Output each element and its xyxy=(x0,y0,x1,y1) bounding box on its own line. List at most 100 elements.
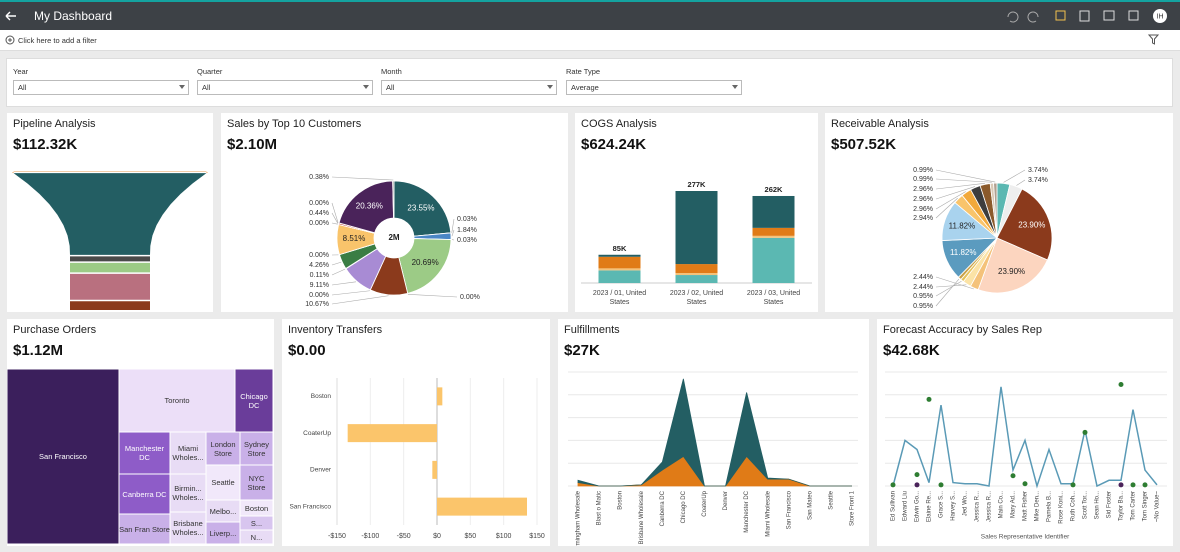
marker xyxy=(1118,382,1124,388)
cell-label: Toronto xyxy=(164,396,190,405)
forecast-card: Ed Sullivan Edward Liu Edwin Go... Elaine R… xyxy=(877,319,1173,546)
marker xyxy=(1070,482,1076,488)
slice-label: 2.96% xyxy=(913,186,933,193)
cell-label: Sydney Store xyxy=(243,439,270,458)
slice-label: 9.11% xyxy=(310,282,329,289)
cell-label: San Fran Store xyxy=(119,524,170,534)
slice-label: 2.44% xyxy=(913,274,933,281)
filter-value: Average xyxy=(571,83,599,92)
slice-label: 0.00% xyxy=(309,292,329,299)
bar-segment xyxy=(598,270,641,283)
x-tick-label: Canberra DC xyxy=(660,490,666,526)
category-label: San Francisco xyxy=(289,503,331,510)
bar-segment xyxy=(675,273,718,276)
x-tick-label: Taylor Ba... xyxy=(1119,491,1125,521)
area xyxy=(577,455,852,487)
leader-line xyxy=(331,295,389,305)
filter-select[interactable]: All xyxy=(13,80,189,95)
funnel-segment xyxy=(70,256,150,263)
slice-label: 23.90% xyxy=(1018,221,1045,230)
present[interactable] xyxy=(1128,10,1139,21)
x-tick-label: ~No Value~ xyxy=(1155,491,1161,523)
x-tick-label: Harvey S... xyxy=(951,491,957,521)
edit[interactable] xyxy=(1055,10,1066,21)
bar xyxy=(437,497,527,516)
filter-panel: Year All Quarter All Month All Rate Type… xyxy=(6,58,1173,107)
x-tick-label: Mary Ad... xyxy=(1011,491,1017,518)
leader-line xyxy=(935,191,966,210)
cell-label: Birmin... Wholes... xyxy=(172,484,204,502)
slice-label: 0.95% xyxy=(913,303,933,310)
card-title: COGS Analysis xyxy=(581,118,657,130)
x-tick-label: Miami Wholesale xyxy=(765,490,771,536)
bar-segment xyxy=(675,264,718,274)
pipeline-card: Pipeline Analysis $112.32K xyxy=(7,113,213,312)
purchase-card: Purchase Orders $1.12M San Francisco Toront… xyxy=(7,319,274,546)
slice-label: 0.44% xyxy=(309,210,329,217)
x-tick-label: Chicago DC xyxy=(681,490,687,523)
marker xyxy=(914,482,920,488)
filter-icon[interactable] xyxy=(1148,30,1160,50)
data-icon[interactable] xyxy=(1079,10,1090,22)
bar xyxy=(437,387,443,406)
line xyxy=(892,386,1158,489)
cell-label: Seattle xyxy=(211,478,235,487)
x-tick-label: Pamela B... xyxy=(1047,491,1053,522)
receivable-card: 3.74% 3.74% 23.90% 23.90% 2.44% 2.44% 0.95% 0.9… xyxy=(825,113,1173,312)
total-label: 277K xyxy=(688,180,707,189)
cell-label: San Francisco xyxy=(39,452,87,461)
comment[interactable] xyxy=(1103,10,1115,21)
marker xyxy=(1082,429,1088,435)
marker xyxy=(890,482,896,488)
treemap-cell xyxy=(169,473,207,513)
slice-label: 23.90% xyxy=(998,267,1025,276)
filter-select[interactable]: All xyxy=(197,80,373,95)
marker xyxy=(1142,482,1148,488)
marker xyxy=(1130,482,1136,488)
x-tick-label: Ed Sullivan xyxy=(891,491,897,521)
avatar[interactable] xyxy=(1153,9,1167,23)
total-label: 85K xyxy=(613,244,627,253)
redo[interactable] xyxy=(1027,11,1039,23)
filter-prompt[interactable]: Click here to add a filter xyxy=(18,36,97,45)
total-label: 262K xyxy=(765,185,784,194)
leader-line xyxy=(935,278,960,307)
x-tick-label: Seattle xyxy=(829,490,835,509)
leader-line xyxy=(451,218,455,233)
toolbar: IH xyxy=(1007,9,1167,23)
x-tick-label: San Francisco xyxy=(786,490,792,529)
cell-label: Boston xyxy=(244,503,269,513)
kpi: $42.68K xyxy=(883,342,940,359)
leader-line xyxy=(1016,179,1026,186)
x-tick-label: Sid Foster xyxy=(1107,491,1113,518)
undo[interactable] xyxy=(1007,11,1019,23)
funnel-segment xyxy=(70,301,150,310)
x-tick-label: Mike Den... xyxy=(1035,491,1041,522)
cell-label: Brisbane Wholes... xyxy=(172,519,204,537)
slice-label: 10.67% xyxy=(305,301,329,308)
card-title: Sales by Top 10 Customers xyxy=(227,118,362,130)
cell-label: Miami Wholes... xyxy=(172,444,204,462)
x-tick-label: San Mateo xyxy=(807,490,813,520)
area xyxy=(577,378,852,487)
slice-label: 0.99% xyxy=(913,167,933,174)
leader-line xyxy=(331,261,342,266)
bar-segment xyxy=(752,195,795,228)
bar-segment xyxy=(675,191,718,265)
x-tick-label: Matt Fisher xyxy=(1023,491,1029,521)
slice-label: 0.00% xyxy=(309,200,329,207)
filter-select[interactable]: Average xyxy=(566,80,742,95)
x-tick-label: -$50 xyxy=(397,533,411,540)
top-bar: My Dashboard IH xyxy=(0,0,1180,30)
card-title: Purchase Orders xyxy=(13,324,97,336)
slice-label: 0.00% xyxy=(460,294,480,301)
cell-label: N... xyxy=(250,532,263,542)
filter-select[interactable]: All xyxy=(381,80,557,95)
leader-line xyxy=(331,212,339,224)
filter-bar[interactable]: Click here to add a filter xyxy=(0,30,1180,51)
x-axis-title: Sales Representative Identifier xyxy=(981,534,1070,541)
slice-label: 0.00% xyxy=(309,252,329,259)
kpi: $112.32K xyxy=(13,136,78,153)
bar-segment xyxy=(752,227,795,236)
back-button[interactable] xyxy=(2,2,22,30)
